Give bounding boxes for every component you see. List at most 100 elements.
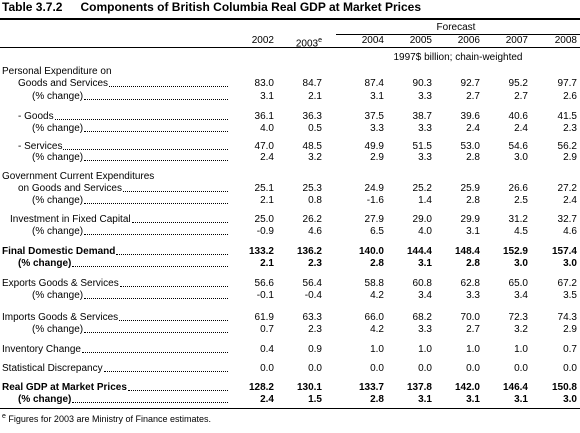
cell-value: 4.6 [563,226,577,237]
year: 2003 [295,38,319,50]
cell-value: 3.4 [418,290,432,301]
cell-value: 137.8 [406,382,432,393]
cell-value: 26.6 [508,183,528,194]
cell-value: 51.5 [412,141,432,152]
units: 1997$ billion; chain-weighted [393,52,523,63]
cell-value: 0.0 [260,363,274,374]
leader [119,320,228,321]
cell-value: 3.3 [418,324,432,335]
cell-value: 0.0 [563,363,577,374]
cell-value: 3.1 [418,394,432,405]
cell-value: 25.0 [254,214,274,225]
cell-value: 0.9 [308,344,322,355]
cell-value: -0.9 [256,226,274,237]
cell-value: 2.3 [308,324,322,335]
cell-value: 25.2 [412,183,432,194]
cell-value: 25.1 [254,183,274,194]
cell-value: 26.2 [302,214,322,225]
cell-value: 2.8 [370,258,384,269]
cell-value: 144.4 [406,246,432,257]
label-text: on Goods and Services [18,183,122,194]
leader [119,286,228,287]
label-text: - Services [18,141,63,152]
cell-value: 2.7 [466,91,480,102]
cell-value: 83.0 [254,78,274,89]
cell-value: 66.0 [364,312,384,323]
year-header: 2006 [436,35,480,47]
label-text: (% change) [32,91,84,102]
cell-value: 148.4 [454,246,480,257]
cell-value: 87.4 [364,78,384,89]
cell-value: 0.0 [370,363,384,374]
cell-value: 2.4 [563,195,577,206]
cell-value: 41.5 [557,111,577,122]
cell-value: 25.9 [460,183,480,194]
row-label: (% change) [32,123,228,135]
header-rule [0,47,580,48]
cell-value: 0.0 [308,363,322,374]
cell-value: 4.6 [308,226,322,237]
cell-value: 27.9 [364,214,384,225]
cell-value: 61.9 [254,312,274,323]
cell-value: 62.8 [460,278,480,289]
cell-value: 3.1 [370,91,384,102]
cell-value: 2.8 [466,258,480,269]
leader [84,234,228,235]
label-text: Investment in Fixed Capital [10,214,131,225]
cell-value: 2.1 [260,195,274,206]
leader [84,298,228,299]
cell-value: 130.1 [296,382,322,393]
cell-value: 136.2 [296,246,322,257]
year: 2006 [457,35,480,46]
year-header: 2002 [230,35,274,47]
cell-value: 2.5 [514,195,528,206]
cell-value: 72.3 [508,312,528,323]
cell-value: 2.7 [466,324,480,335]
cell-value: 133.2 [248,246,274,257]
cell-value: 0.0 [466,363,480,374]
cell-value: 4.0 [260,123,274,134]
cell-value: 53.0 [460,141,480,152]
row-label: - Services [18,141,228,153]
cell-value: 2.9 [370,152,384,163]
cell-value: 3.0 [514,152,528,163]
row-label: (% change) [32,91,228,103]
cell-value: 3.3 [466,290,480,301]
cell-value: 1.0 [418,344,432,355]
cell-value: 97.7 [557,78,577,89]
cell-value: 1.4 [418,195,432,206]
label-text: (% change) [32,290,84,301]
cell-value: 4.0 [418,226,432,237]
cell-value: 4.2 [370,324,384,335]
cell-value: 65.0 [508,278,528,289]
row-label: Personal Expenditure on [2,66,112,77]
cell-value: 3.2 [308,152,322,163]
cell-value: 0.0 [514,363,528,374]
label-text: Final Domestic Demand [2,246,116,257]
cell-value: 31.2 [508,214,528,225]
cell-value: 142.0 [454,382,480,393]
cell-value: 1.5 [308,394,322,405]
year-header: 2008 [533,35,577,47]
cell-value: 2.1 [260,258,274,269]
cell-value: 36.3 [302,111,322,122]
row-label: Goods and Services [18,78,228,90]
row-label: (% change) [32,290,228,302]
row-label: Final Domestic Demand [2,246,228,258]
title: Table 3.7.2 Components of British Columbi… [2,1,421,13]
cell-value: 3.1 [466,226,480,237]
leader [54,119,228,120]
leader [109,86,228,87]
cell-value: 3.1 [260,91,274,102]
cell-value: 95.2 [508,78,528,89]
cell-value: 56.6 [254,278,274,289]
cell-value: 0.5 [308,123,322,134]
cell-value: 0.8 [308,195,322,206]
cell-value: 29.0 [412,214,432,225]
year: 2007 [505,35,528,46]
cell-value: 92.7 [460,78,480,89]
leader [122,191,228,192]
cell-value: 2.4 [514,123,528,134]
cell-value: 2.4 [260,152,274,163]
